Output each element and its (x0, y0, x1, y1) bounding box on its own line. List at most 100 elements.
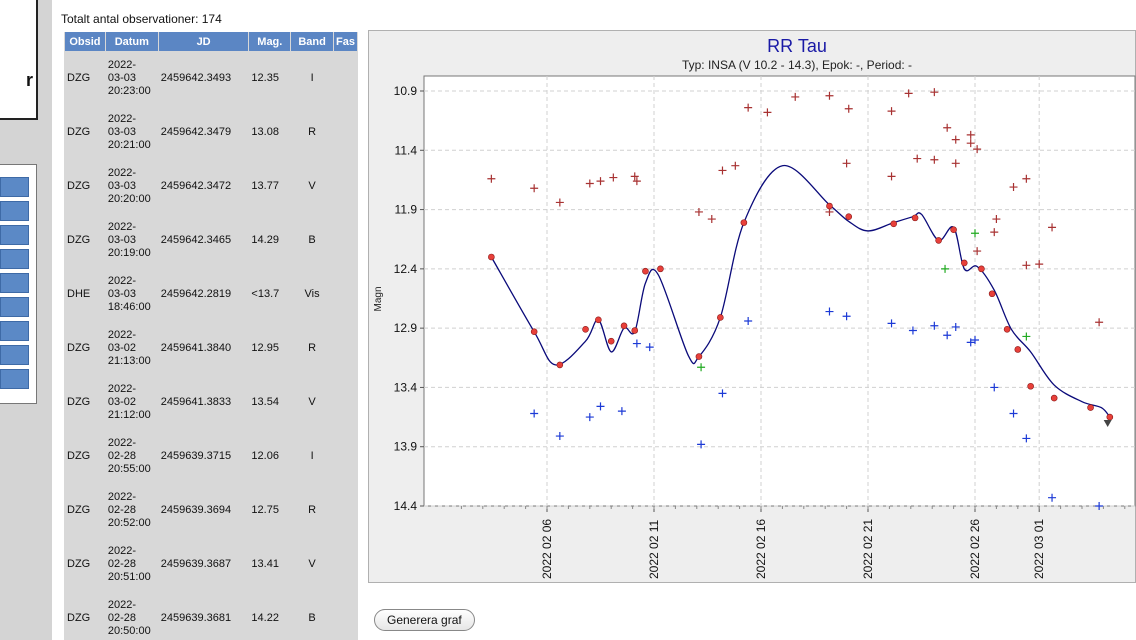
left-menu-button-7[interactable] (0, 321, 29, 341)
left-menu-button-8[interactable] (0, 345, 29, 365)
cell-datum-part: 02-28 (107, 503, 137, 516)
y-tick-label: 10.9 (394, 84, 418, 98)
cell-datum: 2022- 02-28 20:55:00 (106, 429, 158, 483)
cell-band: V (308, 557, 316, 570)
point-r (695, 353, 703, 360)
point-r (845, 213, 853, 220)
point-b (632, 339, 641, 348)
cell-jd: 2459642.3493 (160, 71, 232, 84)
cell-datum: 2022- 02-28 20:52:00 (106, 483, 158, 537)
header-fas[interactable]: Fas (333, 32, 357, 51)
cell-jd: 2459642.3479 (160, 125, 232, 138)
point-b (908, 326, 917, 335)
left-menu-button-3[interactable] (0, 225, 29, 245)
observations-table: Obsid Datum JD Mag. Band Fas DZG 2022- 03-… (64, 32, 358, 640)
point-r (1106, 413, 1114, 421)
header-jd[interactable]: JD (158, 32, 249, 51)
point-r (935, 237, 942, 244)
cell-datum-part: 2022- (107, 220, 137, 233)
cell-datum-part: 20:50:00 (107, 624, 151, 637)
cell-datum-part: 2022- (107, 58, 137, 71)
point-r (890, 220, 897, 228)
cell-mag: 13.08 (251, 125, 279, 138)
point-r (960, 259, 968, 267)
y-tick-label: 11.4 (395, 143, 418, 157)
cell-datum: 2022- 03-02 21:13:00 (106, 321, 158, 375)
point-r (1003, 326, 1011, 333)
table-row: DZG 2022- 02-28 20:51:00 2459639.3687 13.41 V (65, 537, 357, 591)
point-b (971, 336, 979, 344)
generate-graph-button[interactable]: Generera graf (374, 609, 475, 631)
point-i (844, 104, 853, 113)
point-i (555, 198, 564, 207)
cell-mag: 12.95 (251, 341, 279, 354)
cell-jd: 2459639.3715 (160, 449, 232, 462)
point-i (973, 145, 982, 154)
cell-fas (334, 591, 357, 640)
cell-datum-part: 03-03 (107, 287, 137, 300)
cell-datum-part: 18:46:00 (107, 300, 151, 313)
cell-band: V (308, 395, 316, 408)
point-b (585, 413, 594, 422)
cell-datum-part: 21:12:00 (107, 408, 151, 421)
point-v (697, 363, 706, 372)
cell-fas (334, 159, 357, 213)
point-b (645, 343, 654, 352)
cell-fas (334, 537, 357, 591)
x-tick-label: 2022 02 11 (647, 520, 661, 579)
point-b (718, 389, 727, 398)
point-i (842, 159, 851, 168)
point-b (966, 338, 975, 347)
header-obsid[interactable]: Obsid (65, 32, 105, 51)
cell-obsid: DZG (67, 503, 91, 516)
point-i (951, 135, 960, 144)
cell-fas (334, 483, 357, 537)
left-menu-button-6[interactable] (0, 297, 29, 317)
point-i (731, 161, 740, 170)
point-v (971, 229, 979, 238)
point-i (1035, 260, 1044, 269)
cell-jd: 2459642.3472 (160, 179, 232, 192)
left-menu-button-5[interactable] (0, 273, 29, 293)
cell-band: B (308, 233, 316, 246)
cell-datum-part: 03-03 (107, 233, 137, 246)
x-tick-label: 2022 02 16 (754, 519, 768, 579)
point-r (607, 337, 615, 345)
cell-obsid: DZG (67, 233, 91, 246)
left-menu-button-1[interactable] (0, 177, 29, 197)
left-menu-panel (0, 164, 37, 404)
point-i (791, 92, 800, 101)
point-i (744, 103, 753, 112)
point-i (763, 108, 772, 117)
point-r (595, 316, 602, 324)
left-menu-button-2[interactable] (0, 201, 29, 221)
cell-jd: 2459641.3833 (160, 395, 232, 408)
x-tick-label: 2022 02 06 (540, 519, 554, 579)
header-datum[interactable]: Datum (105, 32, 158, 51)
header-mag[interactable]: Mag. (249, 32, 291, 51)
point-i (694, 207, 703, 216)
cell-datum-part: 20:23:00 (107, 84, 151, 97)
header-band[interactable]: Band (291, 32, 333, 51)
observations-table-panel: Obsid Datum JD Mag. Band Fas DZG 2022- 03-… (64, 32, 358, 640)
table-row: DZG 2022- 03-03 20:21:00 2459642.3479 13.08 R (65, 105, 357, 159)
left-menu-button-9[interactable] (0, 369, 29, 389)
cell-datum-part: 2022- (107, 598, 137, 611)
point-b (943, 331, 952, 340)
point-r (620, 322, 628, 330)
point-b (1048, 493, 1057, 502)
table-row: DZG 2022- 03-02 21:12:00 2459641.3833 13.54 V (65, 375, 357, 429)
point-i (930, 155, 939, 164)
cell-datum-part: 03-03 (107, 179, 137, 192)
cell-datum: 2022- 02-28 20:51:00 (106, 537, 158, 591)
left-menu-button-4[interactable] (0, 249, 29, 269)
cell-datum-part: 21:13:00 (107, 354, 151, 367)
point-r (657, 265, 664, 273)
cell-obsid: DZG (67, 449, 91, 462)
cell-mag: <13.7 (251, 287, 280, 300)
cell-mag: 12.75 (251, 503, 279, 516)
cell-obsid: DZG (67, 611, 91, 624)
table-row: DZG 2022- 03-03 20:23:00 2459642.3493 12.35 I (65, 51, 357, 105)
chart-title: RR Tau (767, 36, 827, 56)
left-box-letter: r (25, 70, 33, 90)
